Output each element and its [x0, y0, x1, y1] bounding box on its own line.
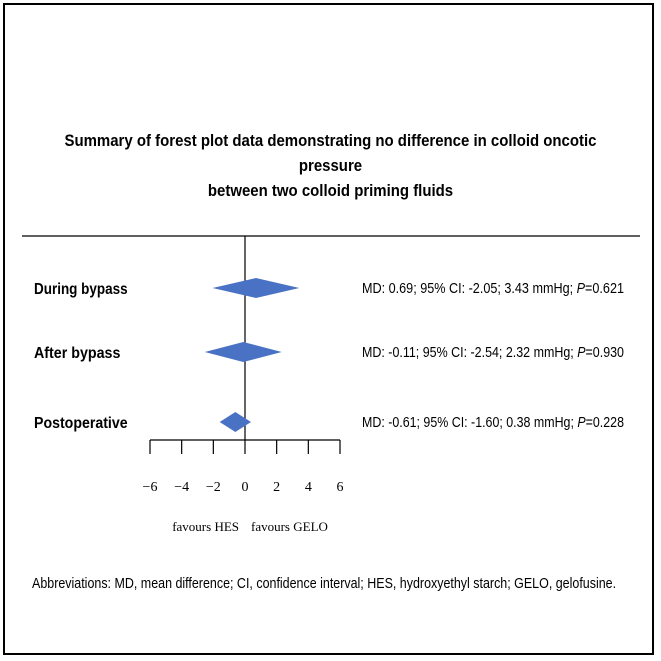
- effect-diamond: [212, 278, 300, 298]
- chart-title-line-1: Summary of forest plot data demonstratin…: [64, 131, 597, 175]
- x-tick-label: −6: [143, 480, 158, 495]
- row-label: After bypass: [34, 345, 120, 362]
- favours-right-label: favours GELO: [251, 519, 328, 534]
- p-symbol: P: [577, 345, 586, 361]
- effect-diamond: [204, 342, 282, 362]
- x-tick-label: 4: [305, 480, 312, 495]
- row-label: During bypass: [34, 281, 128, 298]
- p-symbol: P: [577, 415, 586, 431]
- x-tick-label: 0: [242, 480, 249, 495]
- stat-text: MD: -0.61; 95% CI: -1.60; 0.38 mmHg;: [362, 415, 577, 431]
- row-statistics: MD: -0.11; 95% CI: -2.54; 2.32 mmHg; P=0…: [362, 345, 624, 361]
- figure-frame: [3, 3, 654, 655]
- p-value: =0.621: [585, 281, 624, 297]
- stat-text: MD: -0.11; 95% CI: -2.54; 2.32 mmHg;: [362, 345, 577, 361]
- p-symbol: P: [577, 281, 586, 297]
- x-tick-label: −2: [206, 480, 221, 495]
- x-tick-label: −4: [174, 480, 189, 495]
- row-label: Postoperative: [34, 415, 128, 432]
- row-statistics: MD: 0.69; 95% CI: -2.05; 3.43 mmHg; P=0.…: [362, 281, 624, 297]
- favours-left-label: favours HES: [172, 519, 239, 534]
- abbreviations-footnote: Abbreviations: MD, mean difference; CI, …: [32, 576, 617, 592]
- p-value: =0.228: [586, 415, 624, 431]
- stat-text: MD: 0.69; 95% CI: -2.05; 3.43 mmHg;: [362, 281, 577, 297]
- effect-diamond: [219, 412, 252, 432]
- x-tick-label: 2: [273, 480, 280, 495]
- x-tick-label: 6: [337, 480, 344, 495]
- chart-title-line-2: between two colloid priming fluids: [207, 181, 454, 200]
- row-statistics: MD: -0.61; 95% CI: -1.60; 0.38 mmHg; P=0…: [362, 415, 624, 431]
- chart-title: Summary of forest plot data demonstratin…: [57, 128, 603, 203]
- p-value: =0.930: [586, 345, 624, 361]
